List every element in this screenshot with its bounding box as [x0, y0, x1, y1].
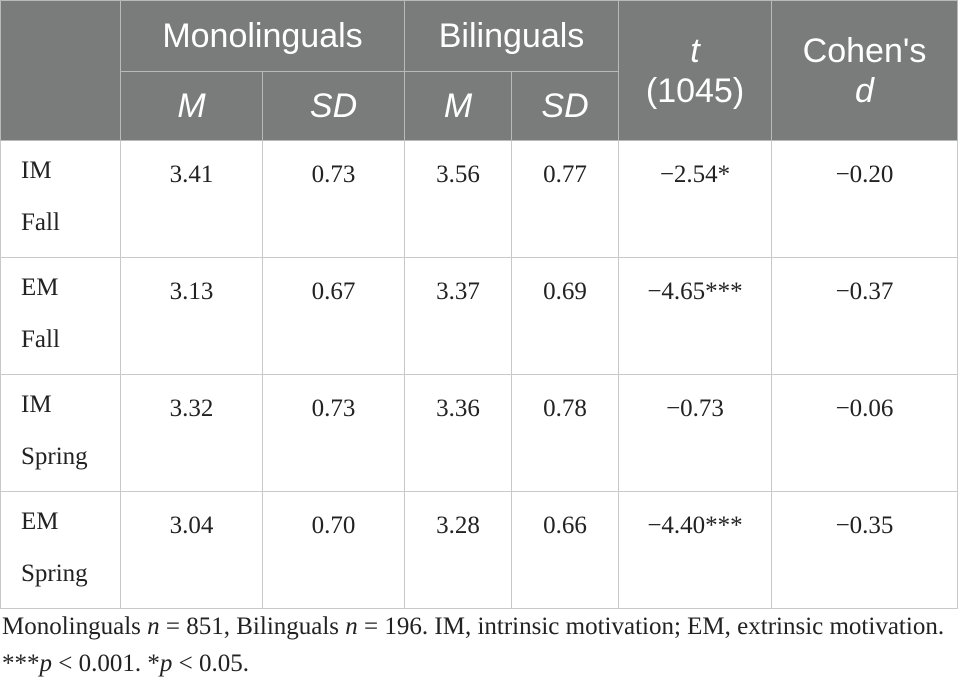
- cell-mono-sd: 0.73: [261, 374, 406, 492]
- header-t-df: (1045): [645, 71, 745, 110]
- table-footnote: Monolinguals n = 851, Bilinguals n = 196…: [2, 613, 945, 677]
- cell-bi-mean: 3.56: [404, 140, 513, 258]
- cell-t-value: −0.73: [618, 374, 773, 492]
- header-t-statistic: t (1045): [618, 0, 773, 141]
- header-mono-mean: M: [120, 71, 263, 141]
- cell-mono-mean: 3.13: [120, 257, 263, 375]
- header-empty-corner: [0, 0, 121, 141]
- cell-bi-sd: 0.78: [511, 374, 620, 492]
- cell-cohens-d: −0.35: [771, 491, 958, 609]
- cell-cohens-d: −0.06: [771, 374, 958, 492]
- cell-bi-sd: 0.77: [511, 140, 620, 258]
- cell-mono-sd: 0.70: [261, 491, 406, 609]
- header-monolinguals: Monolinguals: [119, 0, 406, 72]
- cell-t-value: −4.65***: [618, 257, 773, 375]
- cell-t-value: −2.54*: [618, 140, 773, 258]
- header-mono-sd: SD: [261, 71, 406, 141]
- table-row: EM Fall 3.13 0.67 3.37 0.69 −4.65*** −0.…: [0, 257, 958, 375]
- cell-mono-mean: 3.41: [120, 140, 263, 258]
- header-bi-mean: M: [404, 71, 513, 141]
- row-label: EM Fall: [0, 257, 121, 375]
- row-label: IM Fall: [0, 140, 121, 258]
- cell-mono-sd: 0.73: [261, 140, 406, 258]
- header-t-symbol: t: [690, 31, 700, 70]
- cell-bi-mean: 3.37: [404, 257, 513, 375]
- header-cohens-d-symbol: d: [855, 71, 874, 110]
- cell-t-value: −4.40***: [618, 491, 773, 609]
- results-table: Monolinguals Bilinguals t (1045) Cohen's…: [0, 0, 958, 609]
- cell-mono-mean: 3.32: [120, 374, 263, 492]
- cell-bi-sd: 0.69: [511, 257, 620, 375]
- cell-bi-sd: 0.66: [511, 491, 620, 609]
- header-bilinguals: Bilinguals: [404, 0, 620, 72]
- header-cohens-d: Cohen's d: [771, 0, 958, 141]
- table-row: IM Spring 3.32 0.73 3.36 0.78 −0.73 −0.0…: [0, 374, 958, 492]
- row-label: EM Spring: [0, 491, 121, 609]
- cell-bi-mean: 3.28: [404, 491, 513, 609]
- table-row: IM Fall 3.41 0.73 3.56 0.77 −2.54* −0.20: [0, 140, 958, 258]
- header-row-groups: Monolinguals Bilinguals t (1045) Cohen's…: [0, 0, 958, 141]
- cell-cohens-d: −0.20: [771, 140, 958, 258]
- cell-bi-mean: 3.36: [404, 374, 513, 492]
- table-body: IM Fall 3.41 0.73 3.56 0.77 −2.54* −0.20…: [0, 140, 958, 609]
- row-label: IM Spring: [0, 374, 121, 492]
- header-row-stats: M SD M SD: [1, 71, 958, 141]
- header-bi-sd: SD: [511, 71, 620, 141]
- table-row: EM Spring 3.04 0.70 3.28 0.66 −4.40*** −…: [0, 491, 958, 609]
- cell-mono-sd: 0.67: [261, 257, 406, 375]
- cell-mono-mean: 3.04: [120, 491, 263, 609]
- cell-cohens-d: −0.37: [771, 257, 958, 375]
- header-cohens-label: Cohen's: [802, 31, 927, 70]
